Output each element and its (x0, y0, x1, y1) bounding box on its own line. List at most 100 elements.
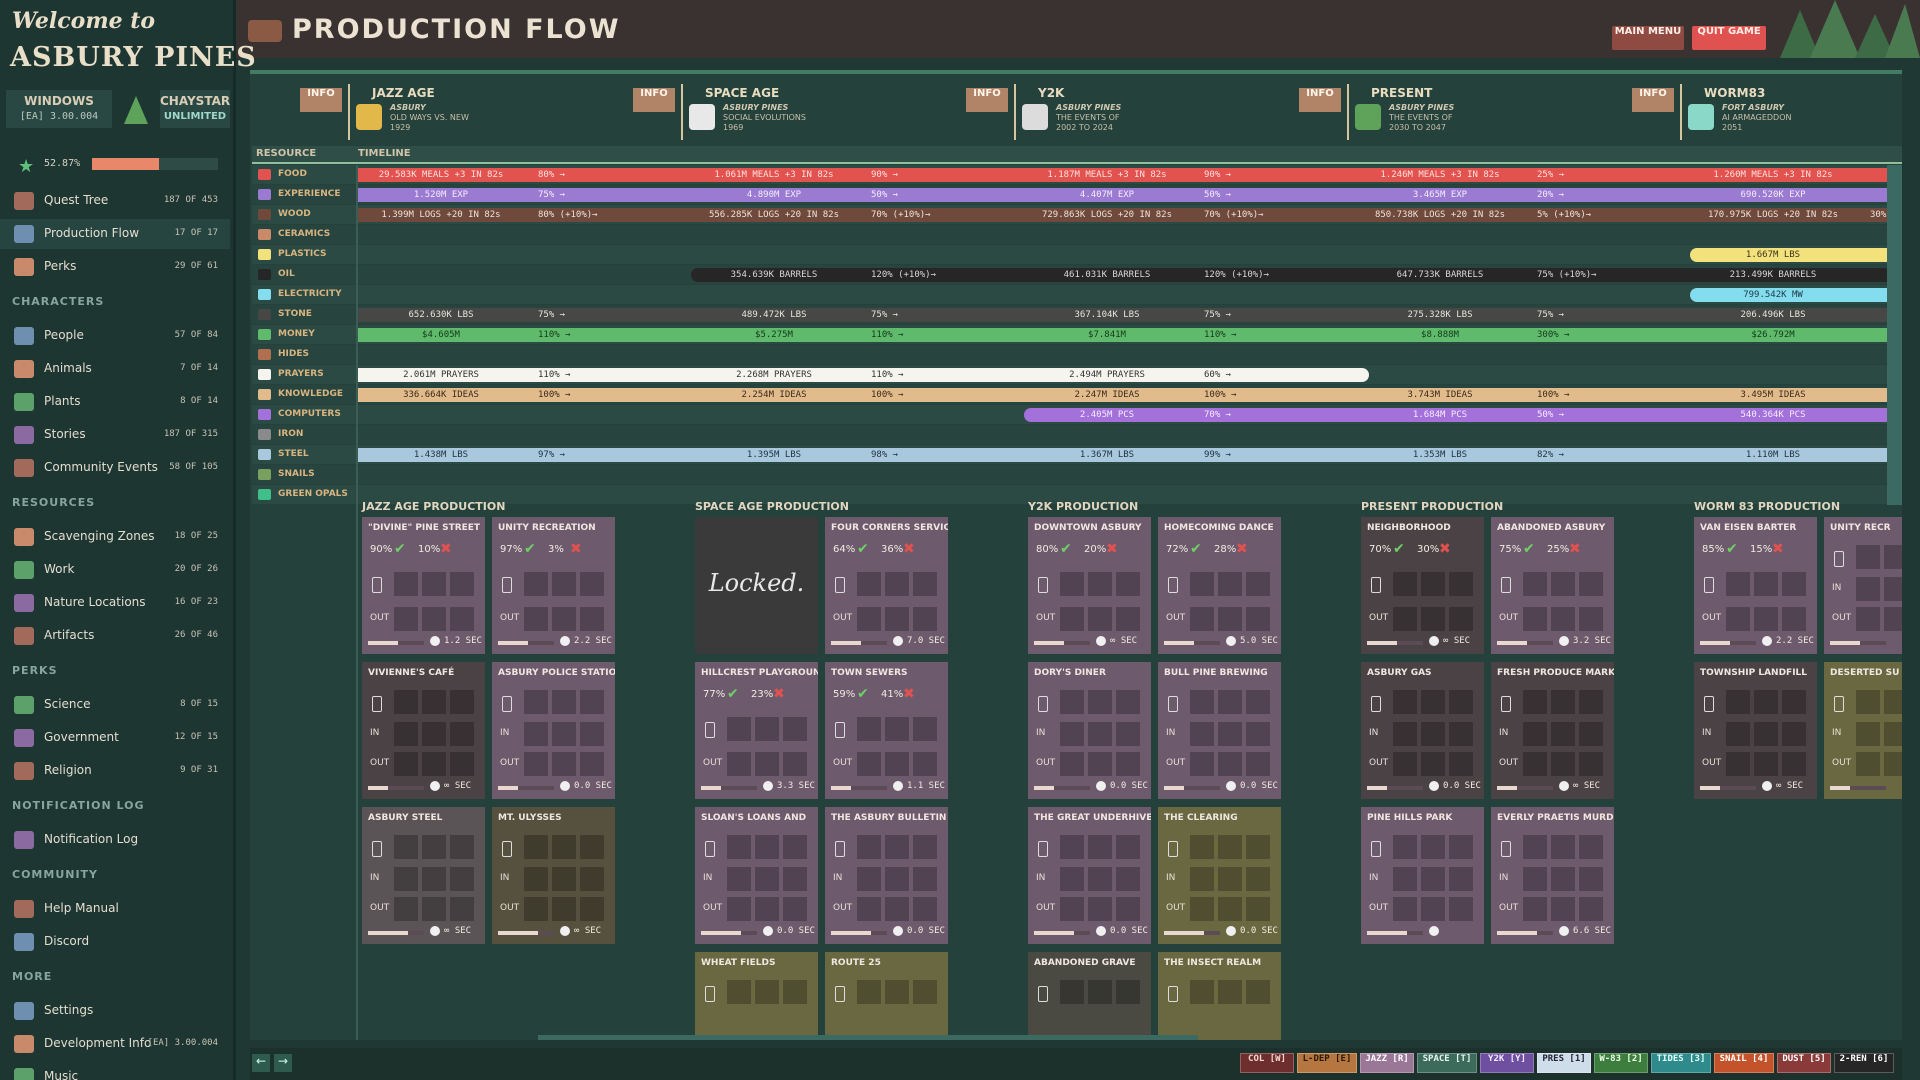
building-card[interactable]: HILLCREST PLAYGROUND 77% ✔ 23% ✖ OUT 3.3 SEC (695, 662, 818, 799)
info-button[interactable]: INFO (966, 88, 1008, 112)
building-card[interactable]: WHEAT FIELDSOUT (695, 952, 818, 1040)
worker-icon (1371, 577, 1381, 593)
building-card[interactable]: UNITY RECREATION 97% ✔ 3% ✖ OUT 2.2 SEC (492, 517, 615, 654)
item-label: Religion (44, 763, 92, 777)
slot (1421, 722, 1445, 746)
slot (857, 607, 881, 631)
sidebar-item[interactable]: Nature Locations 16 OF 23 (0, 588, 230, 618)
nav-left[interactable]: ← (252, 1054, 270, 1072)
nav-right[interactable]: → (274, 1054, 292, 1072)
sidebar-item[interactable]: Development Info [EA] 3.00.004 (0, 1029, 230, 1059)
sidebar-item[interactable]: Notification Log (0, 825, 230, 855)
slot (1726, 690, 1750, 714)
info-button[interactable]: INFO (300, 88, 342, 112)
building-card[interactable]: ABANDONED ASBURY 75% ✔ 25% ✖ OUT 3.2 SEC (1491, 517, 1614, 654)
sidebar-item[interactable]: Music (0, 1062, 230, 1080)
building-card[interactable]: ASBURY STEEL IN OUT ∞ SEC (362, 807, 485, 944)
sidebar-item[interactable]: Community Events 58 OF 105 (0, 453, 230, 483)
sidebar-item[interactable]: Perks 29 OF 61 (0, 252, 230, 282)
building-card[interactable]: TOWN SEWERS 59% ✔ 41% ✖ OUT 1.1 SEC (825, 662, 948, 799)
slot (1393, 835, 1417, 859)
building-card[interactable]: FOUR CORNERS SERVICE 64% ✔ 36% ✖ OUT 7.0 SEC (825, 517, 948, 654)
building-card[interactable]: DORY'S DINER IN OUT 0.0 SEC (1028, 662, 1151, 799)
building-card[interactable]: ABANDONED GRAVEOUT (1028, 952, 1151, 1040)
sidebar-item[interactable]: Animals 7 OF 14 (0, 354, 230, 384)
io-label: IN (1369, 873, 1379, 883)
hotkey[interactable]: SPACE [T] (1417, 1053, 1477, 1073)
slot (727, 835, 751, 859)
building-card[interactable]: NEIGHBORHOOD 70% ✔ 30% ✖ OUT ∞ SEC (1361, 517, 1484, 654)
segment-amount: 170.975K LOGS +20 IN 82s (1707, 210, 1839, 220)
hotkey[interactable]: DUST [5] (1777, 1053, 1831, 1073)
segment-amount: $4.605M (422, 330, 460, 340)
card-name: BULL PINE BREWING (1164, 668, 1268, 678)
sidebar-item[interactable]: Plants 8 OF 14 (0, 387, 230, 417)
cycle-time: 3.2 SEC (1573, 636, 1611, 646)
building-card[interactable]: UNITY RECR IN OUT (1824, 517, 1902, 654)
sidebar-item[interactable]: Scavenging Zones 18 OF 25 (0, 522, 230, 552)
slot (1116, 835, 1140, 859)
info-button[interactable]: INFO (633, 88, 675, 112)
building-card[interactable]: THE GREAT UNDERHIVE IN OUT 0.0 SEC (1028, 807, 1151, 944)
building-card[interactable]: "DIVINE" PINE STREET 90% ✔ 10% ✖ OUT 1.2 SEC (362, 517, 485, 654)
hotkey[interactable]: Y2K [Y] (1480, 1053, 1534, 1073)
hotkey[interactable]: TIDES [3] (1651, 1053, 1711, 1073)
building-card[interactable]: HOMECOMING DANCE 72% ✔ 28% ✖ OUT 5.0 SEC (1158, 517, 1281, 654)
building-card[interactable]: DESERTED SU IN OUT (1824, 662, 1902, 799)
hotkey[interactable]: PRES [1] (1537, 1053, 1591, 1073)
sidebar-item[interactable]: Science 8 OF 15 (0, 690, 230, 720)
cycle-fill (1034, 931, 1074, 935)
building-card[interactable]: Locked. (695, 517, 818, 654)
pct-success: 70% (1369, 544, 1392, 555)
resource-bar (1690, 288, 1887, 302)
hotkey[interactable]: COL [W] (1240, 1053, 1294, 1073)
section-title: CHARACTERS (12, 295, 105, 308)
building-card[interactable]: VAN EISEN BARTER 85% ✔ 15% ✖ OUT 2.2 SEC (1694, 517, 1817, 654)
building-card[interactable]: ROUTE 25OUT (825, 952, 948, 1040)
building-card[interactable]: BULL PINE BREWING IN OUT 0.0 SEC (1158, 662, 1281, 799)
cycle-track (831, 786, 887, 790)
slot (885, 867, 909, 891)
hotkey[interactable]: W-83 [2] (1594, 1053, 1648, 1073)
info-button[interactable]: INFO (1632, 88, 1674, 112)
sidebar-item[interactable]: Government 12 OF 15 (0, 723, 230, 753)
building-card[interactable]: TOWNSHIP LANDFILL IN OUT ∞ SEC (1694, 662, 1817, 799)
slot (1116, 572, 1140, 596)
building-card[interactable]: PINE HILLS PARK IN OUT (1361, 807, 1484, 944)
sidebar-item[interactable]: Discord (0, 927, 230, 957)
resource-icon (258, 289, 271, 300)
sidebar-item[interactable]: Work 20 OF 26 (0, 555, 230, 585)
hotkey[interactable]: 2-REN [6] (1834, 1053, 1894, 1073)
building-card[interactable]: VIVIENNE'S CAFÉ IN OUT ∞ SEC (362, 662, 485, 799)
building-card[interactable]: THE CLEARING IN OUT 0.0 SEC (1158, 807, 1281, 944)
slot (1884, 690, 1902, 714)
resource-name: STEEL (278, 449, 309, 459)
building-card[interactable]: ASBURY GAS IN OUT 0.0 SEC (1361, 662, 1484, 799)
sidebar-item[interactable]: Production Flow 17 OF 17 (0, 219, 230, 249)
building-card[interactable]: ASBURY POLICE STATION IN OUT 0.0 SEC (492, 662, 615, 799)
sidebar-item[interactable]: Quest Tree 187 OF 453 (0, 186, 230, 216)
sidebar-item[interactable]: Religion 9 OF 31 (0, 756, 230, 786)
building-card[interactable]: EVERLY PRAETIS MURDER IN OUT 6.6 SEC (1491, 807, 1614, 944)
sidebar-item[interactable]: Stories 187 OF 315 (0, 420, 230, 450)
building-card[interactable]: FRESH PRODUCE MARKET IN OUT ∞ SEC (1491, 662, 1614, 799)
building-card[interactable]: DOWNTOWN ASBURY 80% ✔ 20% ✖ OUT ∞ SEC (1028, 517, 1151, 654)
sidebar-item[interactable]: Settings (0, 996, 230, 1026)
hotkey[interactable]: JAZZ [R] (1360, 1053, 1414, 1073)
building-card[interactable]: MT. ULYSSES IN OUT ∞ SEC (492, 807, 615, 944)
hotkey[interactable]: L-DEP [E] (1297, 1053, 1357, 1073)
io-label: OUT (1499, 903, 1519, 913)
building-card[interactable]: SLOAN'S LOANS AND IN OUT 0.0 SEC (695, 807, 818, 944)
sidebar-item[interactable]: Artifacts 26 OF 46 (0, 621, 230, 651)
sidebar-item[interactable]: People 57 OF 84 (0, 321, 230, 351)
card-name: ABANDONED GRAVE (1034, 958, 1136, 968)
table-header: TIMELINE (358, 148, 411, 159)
slot (1523, 690, 1547, 714)
sidebar-item[interactable]: Help Manual (0, 894, 230, 924)
building-card[interactable]: THE INSECT REALMOUT (1158, 952, 1281, 1040)
hotkey[interactable]: SNAIL [4] (1714, 1053, 1774, 1073)
header-button[interactable]: QUIT GAME (1692, 26, 1766, 50)
building-card[interactable]: THE ASBURY BULLETIN IN OUT 0.0 SEC (825, 807, 948, 944)
info-button[interactable]: INFO (1299, 88, 1341, 112)
header-button[interactable]: MAIN MENU (1612, 26, 1684, 50)
